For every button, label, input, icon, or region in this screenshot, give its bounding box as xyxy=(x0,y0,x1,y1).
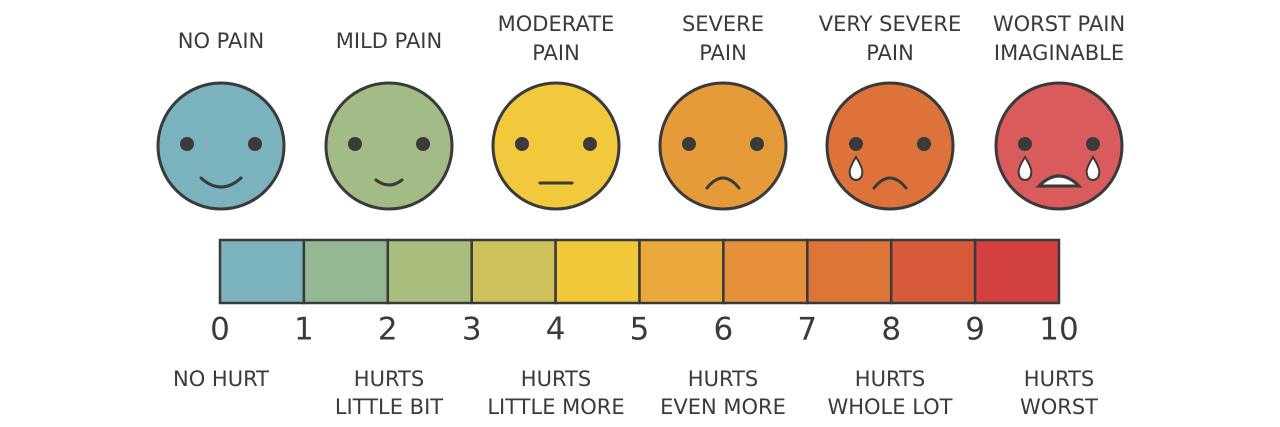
face-label: WORST PAIN xyxy=(993,12,1125,36)
mouth xyxy=(705,176,741,190)
scale-number: 7 xyxy=(797,312,817,348)
face-description: LITTLE MORE xyxy=(487,395,624,419)
face-description: WHOLE LOT xyxy=(827,395,952,419)
face-label: PAIN xyxy=(699,41,747,65)
mouth xyxy=(872,176,908,190)
face-circle xyxy=(324,81,454,211)
eye xyxy=(750,137,764,151)
face-label: IMAGINABLE xyxy=(994,41,1124,65)
scale-number: 5 xyxy=(630,312,650,348)
eye xyxy=(515,137,529,151)
face-description: LITTLE BIT xyxy=(335,395,443,419)
tear xyxy=(848,155,864,181)
scale-segment xyxy=(218,238,306,305)
face-description: HURTS xyxy=(521,367,591,391)
mouth xyxy=(199,176,243,189)
face-description: NO HURT xyxy=(173,367,269,391)
face-label: PAIN xyxy=(866,41,914,65)
face-circle xyxy=(491,81,621,211)
face-description: HURTS xyxy=(1024,367,1094,391)
scale-segment xyxy=(302,238,390,305)
tear xyxy=(1085,155,1101,181)
face-label: MODERATE xyxy=(498,12,615,36)
eye xyxy=(682,137,696,151)
face-label: SEVERE xyxy=(682,12,764,36)
face-description: HURTS xyxy=(688,367,758,391)
face-circle xyxy=(658,81,788,211)
eye xyxy=(348,137,362,151)
scale-segment xyxy=(806,238,893,305)
face xyxy=(324,81,454,211)
face-label: PAIN xyxy=(532,41,580,65)
eye xyxy=(248,137,262,151)
eye xyxy=(416,137,430,151)
face-label: NO PAIN xyxy=(178,29,265,53)
tear xyxy=(1017,155,1033,181)
scale-segment xyxy=(638,238,725,305)
scale-segment xyxy=(470,238,557,305)
mouth xyxy=(374,178,404,187)
eye xyxy=(180,137,194,151)
face xyxy=(658,81,788,211)
scale-number: 8 xyxy=(881,312,901,348)
face-label: VERY SEVERE xyxy=(819,12,961,36)
face-circle xyxy=(156,81,286,211)
eye xyxy=(917,137,931,151)
scale-number: 3 xyxy=(462,312,482,348)
face-circle xyxy=(825,81,955,211)
scale-segment xyxy=(722,238,809,305)
scale-segment xyxy=(386,238,473,305)
scale-number: 6 xyxy=(714,312,734,348)
face xyxy=(156,81,286,211)
eye xyxy=(849,137,863,151)
scale-number: 4 xyxy=(546,312,566,348)
scale-number: 2 xyxy=(378,312,398,348)
scale-number: 9 xyxy=(965,312,985,348)
scale-segment xyxy=(973,238,1061,305)
face-description: HURTS xyxy=(855,367,925,391)
face-label: MILD PAIN xyxy=(336,29,442,53)
scale-segment xyxy=(889,238,977,305)
face-description: HURTS xyxy=(354,367,424,391)
scale-number: 0 xyxy=(210,312,230,348)
face-circle xyxy=(994,81,1124,211)
eye xyxy=(1086,137,1100,151)
face-description: WORST xyxy=(1020,395,1098,419)
scale-number: 10 xyxy=(1039,312,1078,348)
scale-number: 1 xyxy=(294,312,314,348)
eye xyxy=(583,137,597,151)
eye xyxy=(1018,137,1032,151)
face-description: EVEN MORE xyxy=(660,395,786,419)
face xyxy=(491,81,621,211)
face xyxy=(994,81,1124,211)
mouth xyxy=(1035,174,1083,188)
face xyxy=(825,81,955,211)
scale-segment xyxy=(554,238,641,305)
